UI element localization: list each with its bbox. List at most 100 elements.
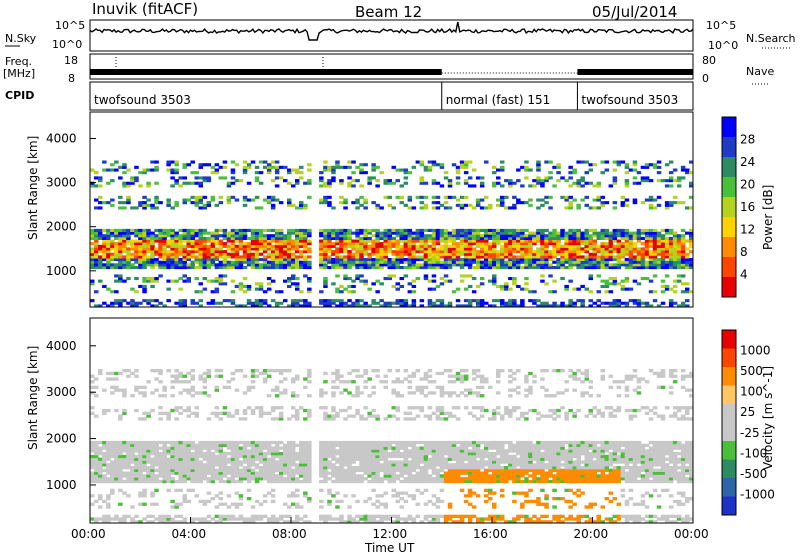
heatmap-cell — [395, 282, 400, 286]
heatmap-cell — [158, 460, 163, 464]
heatmap-cell — [218, 463, 224, 467]
heatmap-cell — [367, 266, 372, 270]
heatmap-cell — [214, 414, 220, 418]
heatmap-cell — [146, 299, 151, 303]
heatmap-cell — [130, 301, 135, 305]
heatmap-cell — [238, 244, 244, 248]
heatmap-cell — [435, 206, 441, 210]
heatmap-cell — [459, 242, 465, 246]
heatmap-cell — [652, 228, 658, 232]
heatmap-cell — [218, 502, 224, 506]
heatmap-cell — [218, 247, 224, 251]
heatmap-cell — [198, 255, 203, 259]
heatmap-cell — [391, 449, 396, 453]
heatmap-cell — [274, 228, 280, 232]
heatmap-cell — [154, 304, 159, 308]
noise-sky-trace — [89, 21, 694, 41]
heatmap-cell — [262, 380, 268, 384]
heatmap-cell — [351, 304, 356, 308]
heatmap-cell — [299, 517, 304, 521]
heatmap-cell — [363, 304, 368, 308]
heatmap-cell — [170, 206, 175, 210]
heatmap-cell — [106, 505, 111, 509]
heatmap-cell — [488, 242, 493, 246]
heatmap-cell — [138, 463, 143, 467]
heatmap-cell — [463, 203, 469, 207]
heatmap-cell — [391, 380, 396, 384]
heatmap-cell — [588, 263, 593, 267]
heatmap-cell — [170, 171, 175, 175]
heatmap-cell — [540, 304, 545, 308]
heatmap-cell — [258, 477, 264, 481]
heatmap-cell — [492, 234, 497, 238]
heatmap-cell — [190, 411, 195, 415]
heatmap-cell — [186, 388, 191, 392]
heatmap-cell — [532, 263, 537, 267]
heatmap-cell — [600, 266, 605, 270]
heatmap-cell — [287, 477, 292, 481]
heatmap-cell — [150, 471, 155, 475]
heatmap-cell — [114, 263, 119, 267]
heatmap-cell — [90, 406, 95, 410]
heatmap-cell — [363, 477, 368, 481]
heatmap-cell — [166, 474, 171, 478]
heatmap-cell — [266, 452, 272, 456]
heatmap-cell — [102, 499, 107, 504]
heatmap-cell — [283, 477, 288, 481]
heatmap-cell — [560, 244, 565, 248]
heatmap-cell — [359, 477, 364, 481]
heatmap-cell — [287, 460, 292, 464]
heatmap-cell — [258, 181, 264, 185]
heatmap-cell — [351, 279, 356, 283]
heatmap-cell — [170, 258, 175, 262]
heatmap-cell — [234, 463, 240, 467]
heatmap-cell — [411, 457, 417, 461]
heatmap-cell — [118, 446, 123, 450]
heatmap-cell — [427, 247, 433, 251]
heatmap-cell — [174, 443, 179, 447]
heatmap-cell — [150, 250, 155, 254]
heatmap-cell — [174, 457, 179, 461]
heatmap-cell — [608, 252, 614, 256]
heatmap-cell — [548, 290, 553, 294]
heatmap-cell — [528, 266, 533, 270]
heatmap-cell — [94, 260, 99, 264]
heatmap-cell — [395, 287, 400, 291]
heatmap-cell — [110, 228, 115, 232]
heatmap-cell — [644, 239, 650, 243]
heatmap-cell — [500, 201, 505, 205]
heatmap-cell — [254, 479, 260, 484]
heatmap-cell — [295, 374, 300, 378]
heatmap-cell — [492, 165, 497, 169]
heatmap-cell — [162, 479, 167, 484]
heatmap-cell — [608, 231, 614, 235]
heatmap-cell — [632, 231, 638, 235]
heatmap-cell — [238, 242, 244, 246]
heatmap-cell — [186, 242, 191, 246]
heatmap-cell — [150, 304, 155, 308]
heatmap-cell — [347, 443, 352, 447]
heatmap-cell — [178, 247, 183, 251]
heatmap-cell — [114, 440, 119, 445]
heatmap-cell — [415, 406, 421, 410]
heatmap-cell — [226, 266, 232, 270]
heatmap-cell — [447, 179, 453, 183]
heatmap-cell — [367, 468, 372, 472]
heatmap-cell — [339, 380, 344, 384]
heatmap-cell — [604, 231, 610, 235]
heatmap-cell — [242, 449, 248, 453]
heatmap-cell — [423, 236, 429, 240]
heatmap-cell — [399, 471, 404, 475]
heatmap-cell — [130, 457, 135, 461]
heatmap-cell — [222, 176, 228, 180]
heatmap-cell — [130, 371, 135, 376]
heatmap-cell — [174, 242, 179, 246]
heatmap-cell — [327, 460, 332, 464]
heatmap-cell — [680, 301, 686, 305]
heatmap-cell — [327, 165, 332, 169]
heatmap-cell — [246, 165, 252, 169]
heatmap-cell — [668, 242, 674, 246]
heatmap-cell — [258, 234, 264, 238]
heatmap-cell — [656, 263, 662, 267]
heatmap-cell — [327, 414, 332, 418]
